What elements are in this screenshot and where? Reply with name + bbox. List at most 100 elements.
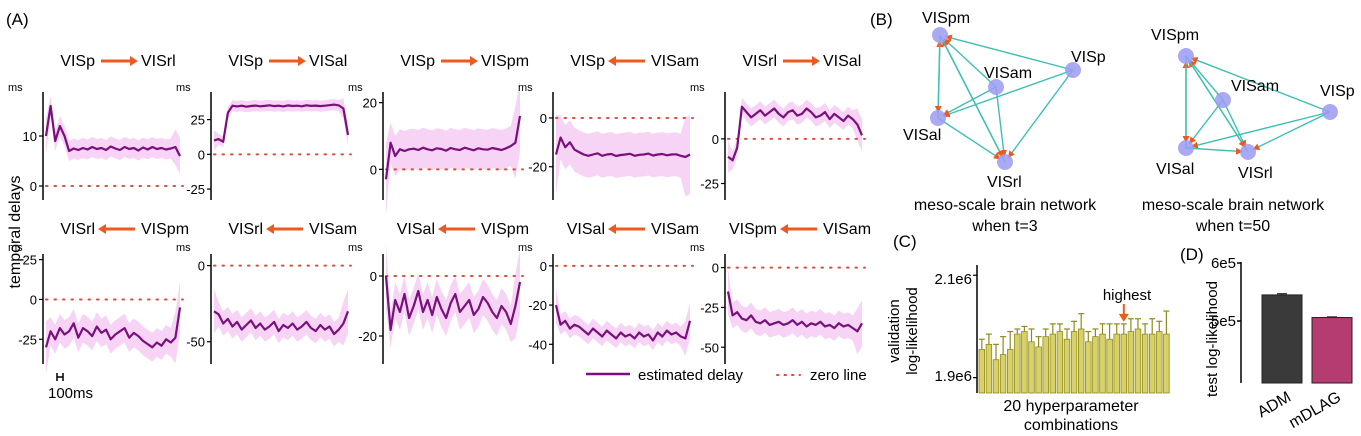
highest-arrow: [1118, 304, 1129, 322]
delay-panel-vispm-visam-title-from: VISpm: [729, 221, 777, 238]
delay-panel-visp-visam: VISp VISam ms -20 0: [518, 53, 699, 200]
delay-panel-visrl-visal: VISrl VISal ms -25 0: [690, 53, 866, 200]
delay-panel-visp-visal-title-from: VISp: [228, 53, 263, 70]
delay-panel-visal-visam-title-from: VISal: [567, 221, 605, 238]
c-bar-17: [1099, 333, 1106, 394]
delay-panel-visal-visam-arrow-head: [608, 224, 616, 234]
delay-panel-visrl-visal-title-to: VISal: [823, 53, 861, 70]
panel-label-b: (B): [870, 10, 893, 29]
edge-1-visam-visrl: [1222, 99, 1247, 148]
delay-panel-vispm-visam-ytick-label-1: -25: [700, 300, 719, 315]
node-label-0-vispm: VISpm: [922, 10, 970, 27]
delay-panel-visrl-vispm-ytick-label-1: 0: [30, 292, 37, 307]
delay-panel-visp-visal: VISp VISal ms -25 0 25: [176, 53, 352, 200]
delay-panel-vispm-visam-uncertainty-band: [728, 268, 862, 355]
c-bars: [973, 274, 1170, 394]
delay-panel-visp-visal-ytick-label-0: -25: [186, 182, 205, 197]
delay-panel-visal-vispm-ytick-label-1: 0: [370, 269, 377, 284]
delay-panel-visrl-vispm-arrow-head: [98, 224, 106, 234]
edge-0-visal-visrl: [937, 117, 1001, 160]
c-bar-0: [978, 349, 985, 394]
c-bar-26: [1163, 333, 1170, 394]
delay-panel-visal-vispm-title-from: VISal: [397, 221, 435, 238]
c-bar-12: [1063, 338, 1071, 394]
node-1-visam: [1215, 92, 1231, 108]
delay-panel-visrl-visam-delay-line: [213, 310, 350, 336]
delay-panel-visp-visrl: VISp VISrl ms 0 10: [8, 53, 184, 200]
delay-panel-visal-visam-uncertainty-band: [556, 287, 690, 357]
delay-panel-visp-vispm-delay-line: [384, 115, 522, 180]
delay-panel-visp-visrl-title-from: VISp: [60, 53, 95, 70]
network-caption-t3-line2: when t=3: [971, 218, 1037, 235]
delay-panel-visp-visam-ytick-label-0: -20: [528, 160, 547, 175]
c-bar-7: [1028, 341, 1035, 394]
delay-panel-visp-visrl-arrow-head: [130, 56, 138, 66]
delay-panel-visal-visam-ytick-label-1: -20: [528, 298, 547, 313]
delay-panel-visrl-visal-title-from: VISrl: [742, 53, 777, 70]
delay-panel-visrl-visal-unit: ms: [690, 82, 705, 94]
delay-panel-visrl-visam: VISrl VISam ms -50 0: [176, 221, 357, 364]
edge-1-visal-visrl: [1185, 147, 1244, 155]
delay-panel-visp-vispm-ytick-label-0: 0: [370, 162, 377, 177]
c-bar-18: [1106, 338, 1113, 394]
node-0-visrl: [997, 154, 1013, 170]
edge-0-visp-visrl: [1007, 69, 1074, 158]
c-bar-11: [1056, 331, 1064, 394]
panel-label-a: (A): [6, 10, 29, 29]
delay-panel-visrl-vispm-title-to: VISpm: [141, 221, 189, 238]
node-label-1-visrl: VISrl: [1238, 165, 1273, 182]
edge-1-visp-vispm: [1190, 57, 1331, 113]
c-bar-16: [1092, 336, 1099, 394]
c-bar-22: [1134, 328, 1142, 394]
delay-panel-visp-vispm-arrow-head: [470, 56, 478, 66]
delay-panel-vispm-visam-ytick-label-0: -50: [700, 340, 719, 355]
delay-panel-visp-visal-title-to: VISal: [309, 53, 347, 70]
delay-panel-visrl-vispm: VISrl VISpm ms -25 0 25: [8, 221, 189, 374]
delay-panel-visp-visal-uncertainty-band: [214, 98, 348, 151]
c-bar-19: [1113, 333, 1120, 394]
d-bar-mdlag: [1311, 317, 1353, 384]
node-1-visp: [1322, 104, 1338, 120]
d-ylabel: test log-likelihood: [1204, 281, 1221, 397]
delay-panel-visrl-visam-title-from: VISrl: [228, 221, 263, 238]
delay-panel-visp-visrl-uncertainty-band: [46, 96, 180, 174]
delay-panel-visal-visam-ytick-label-0: -40: [528, 337, 547, 352]
delay-panel-visrl-vispm-uncertainty-band: [46, 281, 180, 374]
edge-0-visam-vispm: [943, 38, 997, 88]
delay-panel-visrl-visal-uncertainty-band: [728, 97, 862, 173]
c-bar-4: [1007, 349, 1014, 394]
c-ytick-bottom: 1.9e6: [934, 368, 972, 385]
d-ytick-top: 6e5: [1211, 255, 1236, 272]
delay-panel-visp-visal-ytick-label-1: 0: [198, 147, 205, 162]
delay-panel-visal-vispm-title-to: VISpm: [481, 221, 529, 238]
c-bar-2: [992, 359, 1000, 394]
node-label-1-vispm: VISpm: [1151, 27, 1199, 44]
delay-panel-visp-visal-arrow-head: [298, 56, 306, 66]
network-caption-t50-line2: when t=50: [1195, 218, 1270, 235]
c-bar-15: [1085, 341, 1092, 394]
delay-panel-visrl-vispm-unit: ms: [8, 242, 23, 254]
d-bar-adm: [1261, 294, 1303, 384]
delay-panel-visp-visal-ytick-label-2: 25: [191, 113, 205, 128]
highest-annotation: highest: [1103, 287, 1152, 304]
node-label-1-visam: VISam: [1231, 78, 1279, 95]
edge-0-vispm-visal: [934, 34, 942, 114]
temporal-delays-ylabel: temporal delays: [7, 176, 24, 289]
edge-0-visp-visal: [942, 69, 1074, 118]
delay-panel-visp-visrl-delay-line: [44, 104, 181, 157]
c-bar-1: [985, 343, 993, 394]
delay-panel-visrl-vispm-ytick-label-2: 25: [23, 253, 37, 268]
c-xlabel-line2: combinations: [1024, 417, 1118, 434]
delay-panel-visrl-visal-ytick-label-1: 0: [712, 132, 719, 147]
c-ylabel-line2: log-likelihood: [904, 287, 921, 375]
node-1-vispm: [1178, 48, 1194, 64]
delay-panel-visal-visam-ytick-label-2: 0: [540, 259, 547, 274]
delay-panel-visal-visam: VISal VISam ms -40 -20 0: [518, 221, 699, 364]
panel-label-c: (C): [893, 232, 917, 251]
delay-panel-visrl-visam-unit: ms: [176, 242, 191, 254]
c-bar-21: [1127, 331, 1135, 394]
delay-panel-vispm-visam-arrow-head: [780, 224, 788, 234]
delay-panel-visrl-visam-ytick-label-0: -50: [186, 335, 205, 350]
node-0-visam: [988, 79, 1004, 95]
